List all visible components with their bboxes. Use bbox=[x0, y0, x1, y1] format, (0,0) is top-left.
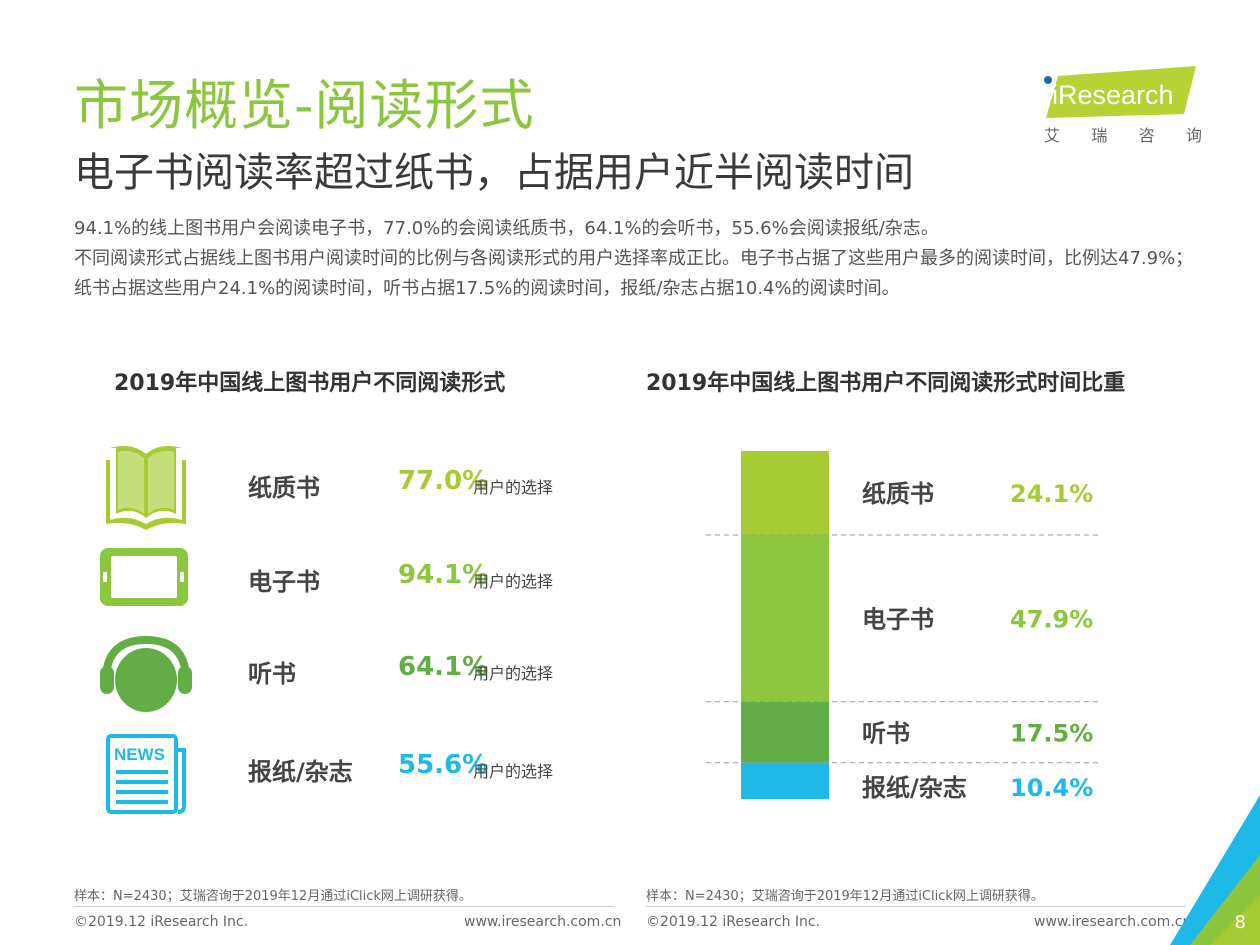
reading-form-suffix: 用户的选择 bbox=[473, 664, 554, 683]
book-icon bbox=[106, 446, 186, 530]
reading-form-percent: 77.0% bbox=[398, 466, 489, 496]
logo-chinese-name: 艾 瑞 咨 询 bbox=[1044, 122, 1202, 146]
stacked-time-share-chart: 纸质书 24.1% 电子书 47.9% 听书 17.5% 报纸/杂志 10.4% bbox=[706, 451, 1100, 802]
reading-form-name: 听书 bbox=[248, 660, 296, 688]
footer-sample-note: 样本：N=2430；艾瑞咨询于2019年12月通过iClick网上调研获得。 bbox=[646, 889, 1044, 904]
chart-title: 2019年中国线上图书用户不同阅读形式时间比重 bbox=[646, 371, 1126, 396]
iresearch-logo: iResearch bbox=[1044, 66, 1196, 118]
page-number: 8 bbox=[1234, 912, 1246, 933]
reading-form-row-paper: 纸质书 77.0% 用户的选择 bbox=[96, 444, 576, 530]
reading-form-percent: 94.1% bbox=[398, 560, 489, 590]
bar-segment bbox=[741, 451, 829, 535]
summary-paragraph-1: 94.1%的线上图书用户会阅读电子书，77.0%的会阅读纸质书，64.1%的会听… bbox=[74, 218, 939, 239]
summary-paragraph-2: 不同阅读形式占据线上图书用户阅读时间的比例与各阅读形式的用户选择率成正比。电子书… bbox=[74, 248, 1194, 299]
reading-form-name: 电子书 bbox=[248, 568, 320, 596]
footer-divider bbox=[646, 906, 1186, 907]
news-glyph: NEWS bbox=[114, 745, 165, 764]
segment-label: 电子书 bbox=[862, 605, 934, 633]
segment-value-label: 24.1% bbox=[1010, 480, 1093, 508]
reading-form-name: 纸质书 bbox=[248, 474, 320, 502]
segment-value-label: 17.5% bbox=[1010, 719, 1093, 747]
page-title: 市场概览-阅读形式 bbox=[74, 74, 535, 137]
bar-segment bbox=[741, 701, 829, 763]
reading-form-suffix: 用户的选择 bbox=[473, 478, 554, 497]
reading-form-row-newspaper: NEWS 报纸/杂志 55.6% 用户的选择 bbox=[96, 728, 576, 814]
corner-decoration bbox=[1170, 795, 1260, 945]
segment-value-label: 47.9% bbox=[1010, 605, 1093, 633]
reading-form-row-audio: 听书 64.1% 用户的选择 bbox=[96, 630, 576, 716]
segment-label: 听书 bbox=[862, 719, 910, 747]
footer-url: www.iresearch.com.cn bbox=[464, 914, 622, 930]
reading-form-suffix: 用户的选择 bbox=[473, 572, 554, 591]
logo-char: 瑞 bbox=[1091, 126, 1108, 145]
bar-segment bbox=[741, 534, 829, 702]
footer-url: www.iresearch.com.cn bbox=[1034, 914, 1192, 930]
logo-char: 咨 bbox=[1138, 126, 1155, 145]
reading-form-name: 报纸/杂志 bbox=[248, 758, 353, 786]
reading-form-suffix: 用户的选择 bbox=[473, 762, 554, 781]
left-panel-title: 2019年中国线上图书用户不同阅读形式 bbox=[114, 371, 506, 396]
logo-char: 艾 bbox=[1044, 126, 1061, 145]
segment-label: 报纸/杂志 bbox=[862, 774, 967, 802]
logo-char: 询 bbox=[1185, 126, 1202, 145]
reading-form-percent: 64.1% bbox=[398, 652, 489, 682]
headphones-icon bbox=[100, 635, 192, 712]
bar-segment bbox=[741, 762, 829, 799]
logo-wordmark: iResearch bbox=[1052, 80, 1174, 110]
tablet-icon bbox=[100, 548, 188, 606]
reading-form-percent: 55.6% bbox=[398, 750, 489, 780]
newspaper-icon: NEWS bbox=[106, 734, 186, 814]
page-subtitle: 电子书阅读率超过纸书，占据用户近半阅读时间 bbox=[74, 150, 914, 196]
summary-text: 94.1%的线上图书用户会阅读电子书，77.0%的会阅读纸质书，64.1%的会听… bbox=[74, 214, 1204, 304]
footer-divider bbox=[74, 906, 614, 907]
footer-copyright: ©2019.12 iResearch Inc. bbox=[74, 914, 249, 930]
segment-label: 纸质书 bbox=[862, 480, 934, 508]
reading-form-row-ebook: 电子书 94.1% 用户的选择 bbox=[96, 538, 576, 624]
footer-sample-note: 样本：N=2430；艾瑞咨询于2019年12月通过iClick网上调研获得。 bbox=[74, 889, 472, 904]
footer-copyright: ©2019.12 iResearch Inc. bbox=[646, 914, 821, 930]
segment-value-label: 10.4% bbox=[1010, 774, 1093, 802]
